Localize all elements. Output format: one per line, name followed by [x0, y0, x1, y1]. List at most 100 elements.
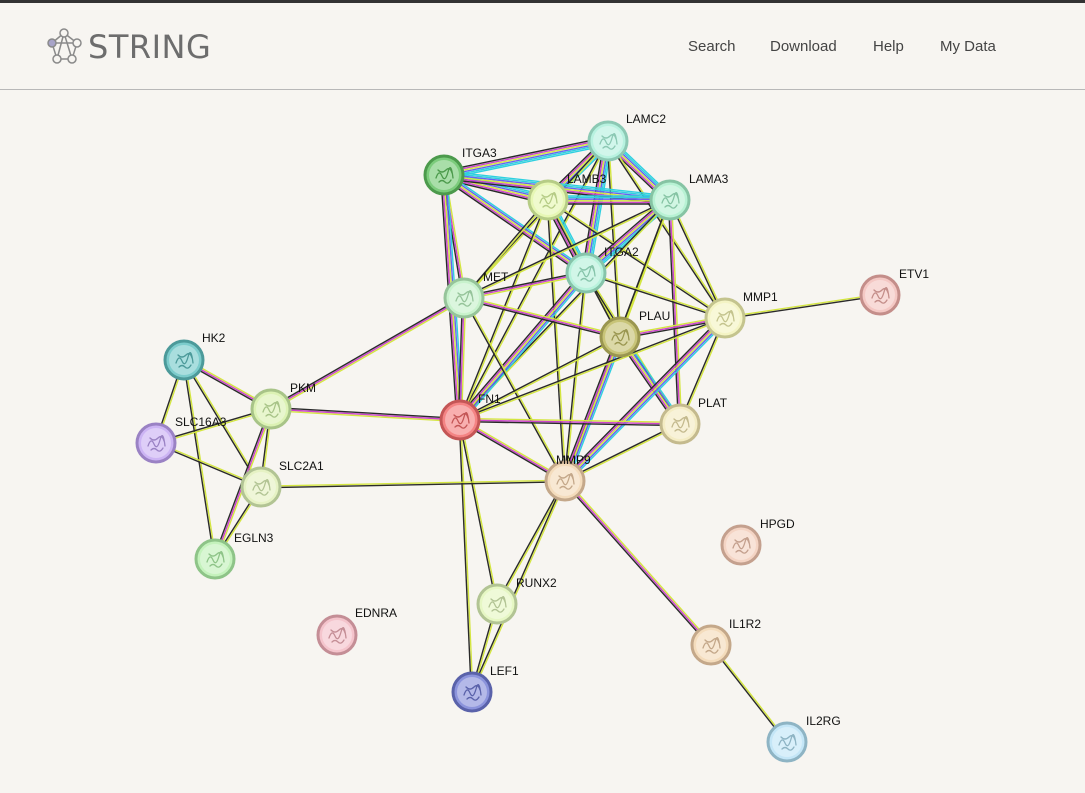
node-lef1[interactable]: LEF1 [451, 664, 519, 713]
node-circle[interactable] [451, 671, 493, 713]
node-circle[interactable] [859, 274, 901, 316]
node-lamb3[interactable]: LAMB3 [527, 172, 607, 221]
node-label: PLAT [698, 396, 728, 410]
node-runx2[interactable]: RUNX2 [476, 576, 557, 625]
node-circle[interactable] [439, 399, 481, 441]
node-circle[interactable] [316, 614, 358, 656]
node-il1r2[interactable]: IL1R2 [690, 617, 761, 666]
edge-evidence-line [581, 140, 605, 273]
protein-network-graph[interactable]: LAMC2 ITGA3 LAMB3 LAMA3 ITGA2 MET PLAU MMP1 ETV1… [0, 90, 1085, 793]
edge-itga2-fn1[interactable] [457, 270, 589, 423]
node-lamc2[interactable]: LAMC2 [587, 112, 666, 162]
node-circle[interactable] [443, 277, 485, 319]
node-circle[interactable] [250, 388, 292, 430]
edge-evidence-line [444, 173, 588, 273]
edge-fn1-plat[interactable] [459, 417, 681, 427]
edge-mmp1-etv1[interactable] [724, 293, 881, 320]
edge-itga2-met[interactable] [463, 270, 587, 301]
string-logo[interactable]: STRING [44, 25, 211, 69]
node-slc16a3[interactable]: SLC16A3 [135, 415, 227, 464]
node-circle[interactable] [476, 583, 518, 625]
node-itga3[interactable]: ITGA3 [423, 146, 497, 196]
node-circle[interactable] [690, 624, 732, 666]
node-circle[interactable] [599, 316, 641, 358]
edge-mmp1-mmp9[interactable] [562, 315, 728, 484]
node-egln3[interactable]: EGLN3 [194, 531, 274, 580]
edge-met-plau[interactable] [463, 295, 621, 340]
node-ednra[interactable]: EDNRA [316, 606, 397, 656]
node-itga2[interactable]: ITGA2 [565, 245, 639, 294]
node-highlight [550, 466, 580, 496]
edge-plau-fn1[interactable] [459, 335, 621, 422]
edge-mmp1-fn1[interactable] [459, 316, 726, 422]
node-circle[interactable] [720, 524, 762, 566]
edge-fn1-runx2[interactable] [458, 419, 499, 605]
node-plat[interactable]: PLAT [659, 396, 728, 445]
edge-slc2a1-mmp9[interactable] [260, 479, 566, 489]
edge-lama3-plat[interactable] [667, 199, 683, 425]
node-circle[interactable] [194, 538, 236, 580]
node-circle[interactable] [423, 154, 465, 196]
edge-evidence-line [562, 336, 620, 481]
node-circle[interactable] [766, 721, 808, 763]
protein-structure-icon [611, 329, 630, 346]
node-circle[interactable] [527, 179, 569, 221]
nav-help-link[interactable]: Help [873, 38, 904, 55]
edge-mmp9-il1r2[interactable] [563, 479, 713, 647]
nav-download-link[interactable]: Download [770, 38, 837, 55]
node-circle[interactable] [163, 339, 205, 381]
edge-evidence-line [463, 298, 620, 340]
node-highlight [482, 589, 512, 619]
edge-lamb3-met[interactable] [462, 199, 550, 299]
node-circle[interactable] [649, 179, 691, 221]
node-mmp9[interactable]: MMP9 [544, 453, 591, 502]
node-fn1[interactable]: FN1 [439, 392, 501, 441]
node-circle[interactable] [659, 403, 701, 445]
node-etv1[interactable]: ETV1 [859, 267, 929, 316]
edge-lamc2-itga3[interactable] [443, 136, 609, 180]
node-circle[interactable] [135, 422, 177, 464]
nav-search-link[interactable]: Search [688, 38, 736, 55]
node-label: LAMA3 [689, 172, 729, 186]
edge-evidence-line [565, 479, 713, 645]
node-circle[interactable] [587, 120, 629, 162]
edge-met-mmp9[interactable] [462, 297, 567, 482]
node-hpgd[interactable]: HPGD [720, 517, 795, 566]
edge-lamc2-plau[interactable] [606, 140, 622, 338]
edge-lama3-met[interactable] [463, 198, 671, 300]
node-circle[interactable] [565, 252, 607, 294]
node-lama3[interactable]: LAMA3 [649, 172, 729, 221]
edge-fn1-lef1[interactable] [458, 419, 474, 693]
edge-evidence-line [458, 420, 472, 693]
node-hk2[interactable]: HK2 [163, 331, 226, 381]
protein-structure-icon [262, 401, 281, 418]
protein-structure-icon [252, 479, 271, 496]
node-slc2a1[interactable]: SLC2A1 [240, 459, 324, 508]
edge-evidence-line [445, 171, 589, 271]
network-edges [154, 136, 881, 743]
network-logo-icon [47, 28, 82, 64]
edge-fn1-pkm[interactable] [270, 406, 461, 423]
edge-il1r2-il2rg[interactable] [709, 644, 789, 743]
edge-itga2-mmp1[interactable] [585, 271, 726, 320]
edge-lamc2-mmp1[interactable] [606, 140, 727, 319]
edge-hk2-egln3[interactable] [182, 359, 217, 560]
node-circle[interactable] [704, 297, 746, 339]
edge-plat-mmp9[interactable] [564, 422, 681, 483]
nav-my-data-link[interactable]: My Data [940, 38, 996, 55]
edge-evidence-line [444, 141, 609, 177]
edge-lama3-mmp1[interactable] [668, 199, 727, 319]
node-pkm[interactable]: PKM [250, 381, 316, 430]
node-il2rg[interactable]: IL2RG [766, 714, 841, 763]
edge-lamb3-mmp9[interactable] [546, 199, 567, 482]
node-mmp1[interactable]: MMP1 [704, 290, 778, 339]
edge-itga3-itga2[interactable] [441, 171, 589, 277]
node-met[interactable]: MET [443, 270, 509, 319]
node-plau[interactable]: PLAU [599, 309, 670, 358]
edge-met-pkm[interactable] [269, 296, 466, 411]
node-circle[interactable] [240, 466, 282, 508]
node-circle[interactable] [544, 460, 586, 502]
edge-lamb3-mmp1[interactable] [547, 198, 726, 320]
edge-mmp9-lef1[interactable] [470, 480, 567, 693]
edge-evidence-line [444, 142, 609, 179]
